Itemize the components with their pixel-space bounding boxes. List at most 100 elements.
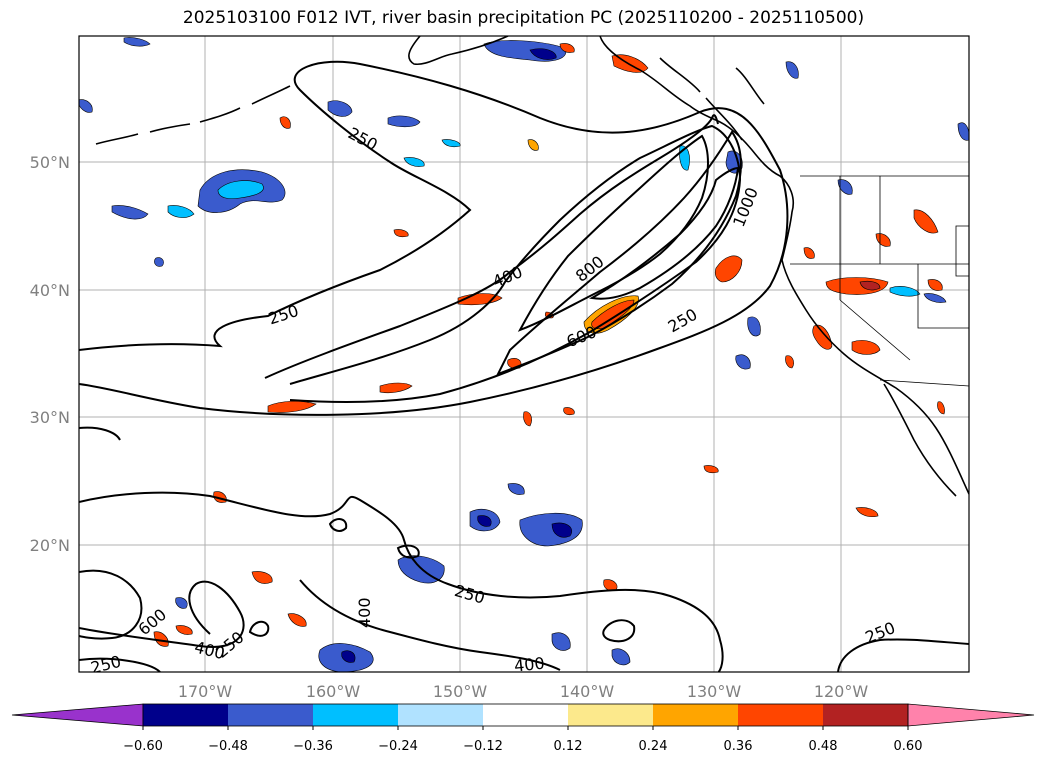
colorbar-segment — [568, 704, 653, 726]
pos-patch — [251, 571, 273, 584]
colorbar-tick-label: 0.36 — [724, 739, 753, 754]
lon-label-170w: 170°W — [178, 682, 233, 701]
ivt-contour-600 — [495, 130, 742, 376]
pos-patch — [803, 247, 815, 259]
contour-label: 400 — [513, 654, 545, 676]
lon-label-150w: 150°W — [433, 682, 488, 701]
colorbar-tick-label: 0.24 — [639, 739, 668, 754]
neg-patch — [111, 205, 149, 220]
neg-patch — [747, 316, 761, 337]
neg-patch — [327, 100, 353, 117]
alaska-coast — [408, 36, 509, 66]
ivt-contour-250-se — [837, 638, 969, 672]
pos-patch — [714, 255, 743, 283]
neg-patch — [123, 37, 151, 47]
neg-patch — [957, 122, 969, 141]
ivt-contour-small-1 — [248, 620, 270, 637]
pos-patch-core — [591, 299, 635, 330]
colorbar-segment — [483, 704, 568, 726]
neg-patch — [403, 157, 425, 167]
pos-patch — [937, 401, 945, 415]
colorbar-segment — [398, 704, 483, 726]
lon-label-140w: 140°W — [560, 682, 615, 701]
pos-patch — [563, 407, 575, 416]
pos-patch — [875, 233, 891, 247]
lat-label-20n: 20°N — [30, 536, 70, 555]
ivt-contours — [79, 60, 969, 672]
longitude-labels: 170°W 160°W 150°W 140°W 130°W 120°W — [178, 682, 869, 701]
north-america-coast — [599, 36, 969, 495]
neg-patch — [785, 61, 799, 79]
neg-patch — [441, 139, 461, 148]
colorbar-tick-label: −0.36 — [293, 739, 333, 754]
pos-patch — [812, 324, 833, 350]
neg-patch — [551, 632, 571, 651]
pos-patch — [559, 43, 575, 53]
neg-patch-core — [477, 515, 492, 527]
colorbar-segment — [823, 704, 908, 726]
map-frame — [78, 35, 970, 673]
colorbar: −0.60 −0.48 −0.36 −0.24 −0.12 0.12 0.24 0.36 0.4… — [11, 703, 1035, 754]
ivt-contour-south-edge — [79, 657, 161, 672]
pos-patch — [703, 465, 719, 474]
colorbar-tick-label: −0.60 — [123, 739, 163, 754]
neg-patch — [611, 648, 631, 666]
colorbar-tick-label: −0.48 — [208, 739, 248, 754]
lon-label-130w: 130°W — [687, 682, 742, 701]
colorbar-extend-high — [907, 703, 1035, 727]
pos-patch — [913, 209, 939, 234]
colorbar-segments — [11, 703, 1035, 727]
pos-patch — [851, 340, 881, 355]
colorbar-segment — [228, 704, 313, 726]
pos-patch — [855, 507, 879, 518]
neg-patch — [154, 257, 164, 267]
coastlines — [95, 36, 969, 497]
pos-patch — [785, 355, 794, 369]
neg-patch-core — [529, 48, 557, 60]
neg-patch — [175, 597, 188, 609]
map-panel: 250 400 600 800 1000 250 250 250 250 600… — [79, 36, 969, 676]
borders — [790, 175, 969, 387]
colorbar-tick-label: 0.60 — [894, 739, 923, 754]
neg-patch — [507, 483, 525, 495]
ivt-contour-1000 — [589, 166, 740, 300]
ivt-contour-250-west — [79, 426, 121, 441]
colorbar-tick-label: −0.12 — [463, 739, 503, 754]
colorbar-tick-label: −0.24 — [378, 739, 418, 754]
ivt-contour-400-sw — [79, 580, 245, 648]
baja-coast — [883, 383, 957, 497]
neg-patch — [889, 286, 921, 297]
pos-patch — [927, 279, 943, 291]
map-title: 2025103100 F012 IVT, river basin precipi… — [182, 8, 865, 28]
pos-patch — [393, 229, 409, 238]
neg-patch-core — [217, 180, 264, 200]
ivt-contour-800 — [517, 134, 709, 332]
lat-label-30n: 30°N — [30, 408, 70, 427]
ivt-contour-small-4 — [396, 544, 420, 559]
contour-label: 400 — [355, 597, 374, 628]
state-borders — [790, 176, 969, 361]
mexico-border — [879, 379, 969, 387]
neg-patch — [735, 354, 751, 370]
pos-patch — [279, 116, 291, 129]
ivt-contour-400-mid — [299, 579, 561, 671]
neg-patch — [387, 115, 421, 128]
lat-label-40n: 40°N — [30, 281, 70, 300]
ivt-contour-400 — [289, 124, 742, 403]
colorbar-tick-label: 0.12 — [554, 739, 583, 754]
neg-patch — [167, 205, 195, 218]
pos-patch — [523, 411, 532, 427]
colorbar-segment — [738, 704, 823, 726]
pos-patch — [287, 613, 307, 627]
lat-label-50n: 50°N — [30, 153, 70, 172]
colorbar-outline — [142, 703, 909, 727]
ivt-contour-250-main — [79, 60, 789, 416]
ivt-contour-250-b — [264, 114, 719, 379]
neg-patch — [923, 293, 947, 303]
colorbar-ticks: −0.60 −0.48 −0.36 −0.24 −0.12 0.12 0.24 0.36 0.4… — [123, 726, 922, 754]
pos-patch — [267, 400, 317, 413]
pos-patch — [527, 139, 539, 151]
colorbar-segment — [143, 704, 228, 726]
neg-patch-core — [341, 650, 356, 663]
